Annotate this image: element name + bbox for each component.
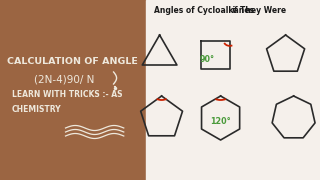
Text: Angles of Cycloalkanes: Angles of Cycloalkanes (154, 6, 256, 15)
Text: if: if (232, 6, 237, 15)
Text: 120°: 120° (210, 118, 231, 127)
Bar (0, 0, 146, 180)
Bar (146, 0, 320, 180)
Text: (2N-4)90/ N: (2N-4)90/ N (34, 74, 94, 84)
Text: CALCULATION OF ANGLE: CALCULATION OF ANGLE (7, 57, 138, 66)
Text: They Were: They Were (240, 6, 286, 15)
Text: 90°: 90° (200, 55, 215, 64)
Text: LEARN WITH TRICKS :- AS
CHEMISTRY: LEARN WITH TRICKS :- AS CHEMISTRY (12, 90, 123, 114)
